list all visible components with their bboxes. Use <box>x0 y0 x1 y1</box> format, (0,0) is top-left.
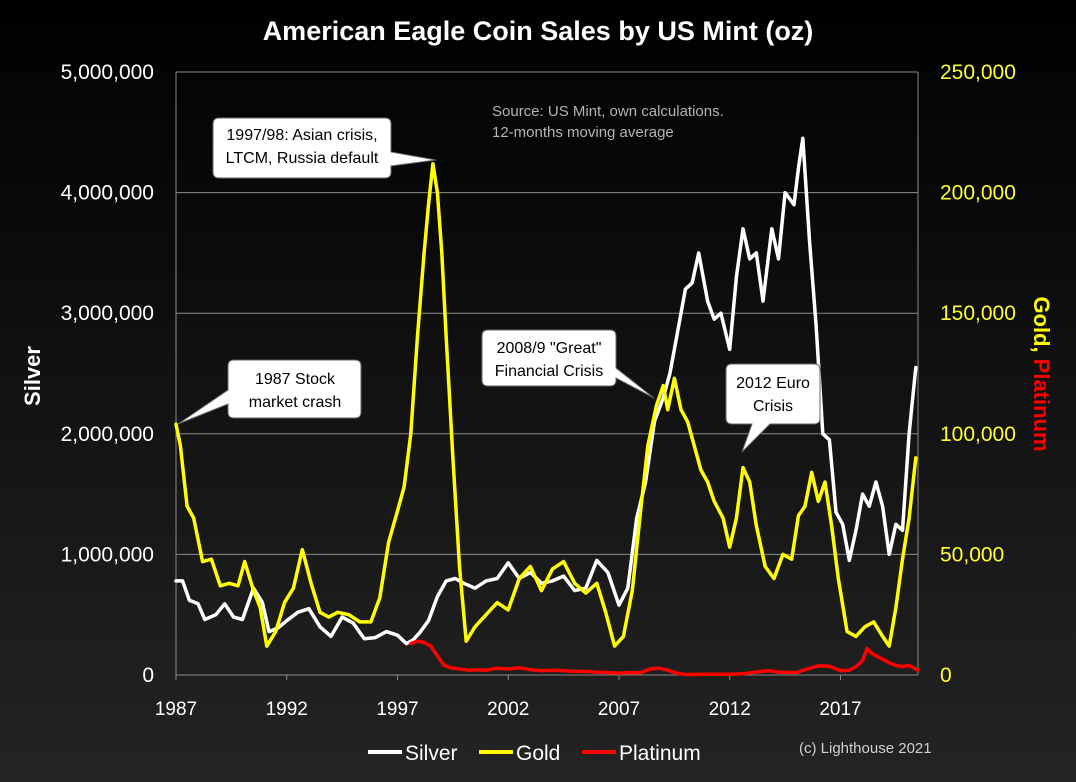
x-axis-ticks: 1987 1992 1997 2002 2007 2012 2017 <box>155 675 862 720</box>
x-tick-label: 1987 <box>155 699 197 720</box>
annotation-financial-crisis-callout <box>481 329 655 399</box>
annotation-financial-crisis: 2008/9 "Great" Financial Crisis <box>481 329 655 399</box>
annotation-financial-crisis-line-1: 2008/9 "Great" <box>497 340 602 357</box>
legend-label-platinum: Platinum <box>619 742 701 765</box>
y-left-tick-label: 3,000,000 <box>61 302 154 325</box>
annotation-1987-crash-line-1: 1987 Stock <box>255 371 336 388</box>
series-line-platinum <box>409 639 920 677</box>
source-note-line-1: Source: US Mint, own calculations. <box>492 103 724 120</box>
annotation-euro-crisis-line-2: Crisis <box>753 398 793 415</box>
annotation-asian-crisis-line-2: LTCM, Russia default <box>226 150 379 167</box>
annotation-financial-crisis-line-2: Financial Crisis <box>495 363 603 380</box>
x-tick-label: 2002 <box>487 699 529 720</box>
x-tick-label: 2007 <box>598 699 640 720</box>
y-right-tick-label: 50,000 <box>940 543 1004 566</box>
copyright-note: (c) Lighthouse 2021 <box>799 740 932 757</box>
legend-label-silver: Silver <box>405 742 458 765</box>
y-axis-right-label-platinum: Platinum <box>1029 359 1054 452</box>
annotation-1987-crash-callout <box>177 359 362 425</box>
annotation-1987-crash: 1987 Stock market crash <box>177 359 362 425</box>
x-tick-label: 1997 <box>376 699 418 720</box>
y-right-tick-label: 150,000 <box>940 302 1016 325</box>
y-right-tick-label: 200,000 <box>940 182 1016 205</box>
annotation-euro-crisis-callout <box>725 363 821 453</box>
y-right-tick-label: 250,000 <box>940 61 1016 84</box>
series-line-gold <box>174 161 918 648</box>
x-tick-label: 2012 <box>709 699 751 720</box>
y-axis-left-ticks: 0 1,000,000 2,000,000 3,000,000 4,000,000 5,0… <box>61 61 154 687</box>
y-left-tick-label: 4,000,000 <box>61 182 154 205</box>
annotation-asian-crisis-line-1: 1997/98: Asian crisis, <box>226 127 377 144</box>
y-left-tick-label: 2,000,000 <box>61 423 154 446</box>
annotation-asian-crisis-callout <box>212 117 437 179</box>
y-axis-right-label-gold: Gold, <box>1029 296 1054 352</box>
legend-label-gold: Gold <box>516 742 560 765</box>
y-left-tick-label: 5,000,000 <box>61 61 154 84</box>
y-right-tick-label: 100,000 <box>940 423 1016 446</box>
y-axis-right-ticks: 0 50,000 100,000 150,000 200,000 250,000 <box>940 61 1016 687</box>
x-tick-label: 1992 <box>266 699 308 720</box>
annotation-euro-crisis-line-1: 2012 Euro <box>736 375 810 392</box>
source-note-line-2: 12-months moving average <box>492 124 674 141</box>
y-left-tick-label: 1,000,000 <box>61 543 154 566</box>
y-axis-right-label: Gold, Platinum <box>1029 296 1054 451</box>
y-right-tick-label: 0 <box>940 664 952 687</box>
annotation-1987-crash-line-2: market crash <box>249 394 341 411</box>
y-axis-left-label: Silver <box>20 346 45 406</box>
annotation-euro-crisis: 2012 Euro Crisis <box>725 363 821 453</box>
y-left-tick-label: 0 <box>142 664 154 687</box>
chart-title: American Eagle Coin Sales by US Mint (oz… <box>263 16 814 46</box>
legend: Silver Gold Platinum <box>368 742 701 765</box>
x-tick-label: 2017 <box>819 699 861 720</box>
annotation-asian-crisis: 1997/98: Asian crisis, LTCM, Russia defa… <box>212 117 437 179</box>
